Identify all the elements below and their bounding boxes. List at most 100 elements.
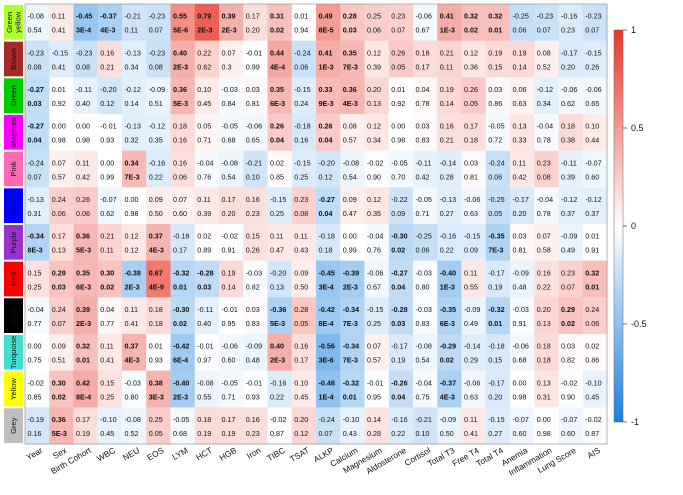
cell-correlation-label: 0.26	[270, 122, 284, 131]
cell-correlation-label: -0.03	[246, 268, 262, 277]
cell-correlation-label: 0.07	[173, 195, 187, 204]
cell-pvalue-label: 0.83	[416, 319, 430, 328]
cell-pvalue-label: 0.98	[52, 136, 66, 145]
cell-pvalue-label: 0.98	[76, 136, 90, 145]
heatmap-cell	[49, 40, 74, 78]
cell-pvalue-label: 0.67	[367, 282, 381, 291]
cell-pvalue-label: 0.89	[197, 246, 211, 255]
cell-pvalue-label: 0.23	[561, 26, 575, 35]
cell-pvalue-label: 0.81	[464, 172, 478, 181]
heatmap-cell	[122, 370, 147, 408]
heatmap-cell	[73, 150, 99, 188]
heatmap-cell	[291, 150, 317, 188]
heatmap-cell	[146, 297, 171, 335]
heatmap-row: -0.04 0.77 0.24 0.07 0.39 2E-3 0.04 0.77 0.11 0.4…	[25, 297, 608, 335]
cell-correlation-label: -0.24	[319, 415, 335, 424]
cell-pvalue-label: 0.12	[125, 246, 139, 255]
heatmap-cell	[97, 260, 123, 298]
cell-correlation-label: 0.03	[513, 232, 527, 241]
heatmap-cell	[316, 224, 341, 262]
heatmap-cell	[97, 297, 123, 335]
cell-correlation-label: -0.38	[125, 268, 141, 277]
cell-pvalue-label: 0.21	[100, 62, 114, 71]
column-label: TIBC	[265, 445, 287, 463]
cell-correlation-label: 0.31	[270, 12, 284, 21]
heatmap-cell	[510, 407, 535, 445]
heatmap-cell	[73, 187, 99, 225]
heatmap-cell	[291, 4, 317, 42]
heatmap-cell	[97, 77, 123, 115]
cell-correlation-label: 0.26	[464, 85, 478, 94]
cell-correlation-label: -0.01	[246, 378, 262, 387]
cell-pvalue-label: 0.49	[561, 246, 575, 255]
column-label: NEU	[121, 445, 141, 463]
cell-correlation-label: 0.35	[76, 268, 90, 277]
row-label: Black	[9, 306, 18, 325]
heatmap-cell	[291, 224, 317, 262]
heatmap-cell	[49, 224, 74, 262]
heatmap-cell	[364, 297, 390, 335]
heatmap-cell	[243, 77, 268, 115]
heatmap-cell	[291, 187, 317, 225]
cell-correlation-label: -0.42	[173, 342, 189, 351]
cell-correlation-label: 0.19	[222, 268, 236, 277]
cell-pvalue-label: 0.04	[391, 282, 405, 291]
heatmap-cell	[146, 77, 171, 115]
cell-pvalue-label: 0.93	[100, 136, 114, 145]
cell-correlation-label: -0.32	[488, 305, 504, 314]
heatmap-cell	[97, 40, 123, 78]
cell-pvalue-label: 4E-9	[149, 282, 164, 291]
heatmap-cell	[413, 407, 438, 445]
cell-correlation-label: 0.16	[246, 195, 260, 204]
heatmap-cell	[461, 187, 487, 225]
heatmap-cell	[243, 224, 268, 262]
cell-correlation-label: 0.10	[294, 378, 308, 387]
cell-correlation-label: -0.09	[149, 85, 165, 94]
heatmap-row: -0.27 0.04 0.00 0.98 0.00 0.98 -0.01 0.93 -0.13 0…	[25, 114, 608, 152]
cell-pvalue-label: 0.27	[488, 429, 502, 438]
cell-pvalue-label: 0.60	[513, 429, 527, 438]
cell-correlation-label: 0.11	[464, 415, 477, 424]
row-color-swatch	[4, 41, 23, 77]
cell-pvalue-label: 0.42	[513, 172, 527, 181]
cell-correlation-label: 0.09	[294, 268, 308, 277]
cell-correlation-label: -0.23	[149, 12, 165, 21]
cell-pvalue-label: 0.06	[513, 26, 527, 35]
cell-correlation-label: -0.29	[440, 342, 456, 351]
heatmap-cell	[461, 224, 487, 262]
cell-pvalue-label: 0.50	[149, 209, 163, 218]
heatmap-cell	[388, 224, 414, 262]
cell-correlation-label: -0.04	[197, 158, 213, 167]
cell-correlation-label: 0.32	[76, 342, 90, 351]
cell-pvalue-label: 0.26	[246, 246, 260, 255]
heatmap-cell	[558, 40, 584, 78]
heatmap-cell	[437, 150, 462, 188]
cell-pvalue-label: 0.49	[464, 319, 478, 328]
heatmap-cell	[25, 297, 50, 335]
heatmap-row: -0.08 0.54 0.11 0.41 -0.45 3E-4 -0.37 4E-3 -0.21…	[25, 4, 608, 42]
cell-correlation-label: -0.09	[246, 342, 262, 351]
heatmap-cell	[340, 77, 365, 115]
heatmap-cell	[170, 77, 196, 115]
heatmap-cell	[291, 260, 317, 298]
cell-pvalue-label: 1E-3	[440, 282, 455, 291]
heatmap-cell	[49, 77, 74, 115]
cell-pvalue-label: 0.45	[294, 392, 308, 401]
cell-correlation-label: 0.15	[246, 232, 260, 241]
cell-pvalue-label: 0.48	[246, 356, 260, 365]
heatmap-cell	[243, 187, 268, 225]
cell-pvalue-label: 0.18	[319, 246, 333, 255]
heatmap-cell	[49, 187, 74, 225]
heatmap-cell	[194, 4, 220, 42]
heatmap-cell	[437, 40, 462, 78]
heatmap-cell	[194, 297, 220, 335]
heatmap-cell	[194, 370, 220, 408]
cell-pvalue-label: 0.10	[416, 429, 430, 438]
cell-correlation-label: -0.08	[28, 12, 44, 21]
cell-pvalue-label: 0.13	[270, 282, 284, 291]
cell-pvalue-label: 0.39	[367, 62, 381, 71]
heatmap-cell	[510, 260, 535, 298]
cell-pvalue-label: 0.22	[537, 282, 551, 291]
cell-correlation-label: -0.21	[416, 415, 432, 424]
cell-pvalue-label: 0.31	[537, 392, 551, 401]
